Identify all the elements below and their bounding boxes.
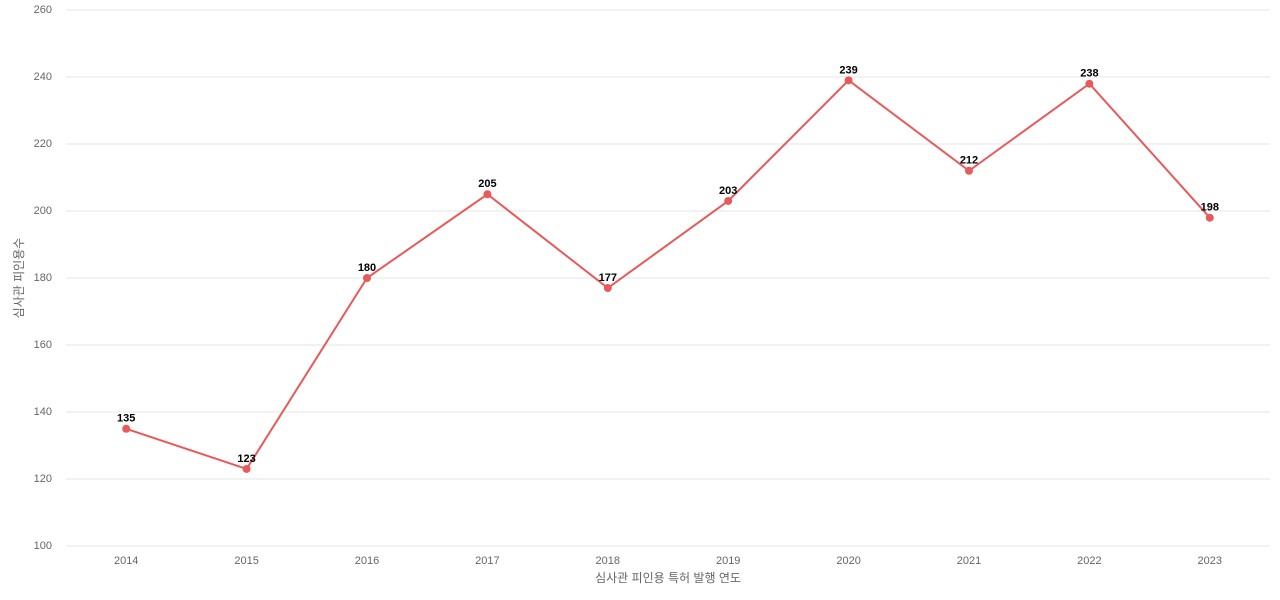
value-label: 135	[117, 413, 135, 425]
x-tick-label: 2017	[475, 555, 499, 567]
point	[603, 284, 612, 293]
line	[125, 79, 1211, 471]
x-tick-label: 2023	[1198, 555, 1222, 567]
point	[724, 196, 733, 205]
y-tick-label: 100	[34, 540, 52, 552]
point	[242, 464, 251, 473]
x-tick-label: 2016	[355, 555, 379, 567]
y-tick-label: 220	[34, 138, 52, 150]
value-label: 180	[358, 262, 376, 274]
value-label: 238	[1080, 68, 1098, 80]
x-axis-title: 심사관 피인용 특허 발행 연도	[595, 570, 741, 585]
y-tick-label: 160	[34, 339, 52, 351]
y-tick-label: 200	[34, 205, 52, 217]
point	[122, 424, 131, 433]
x-tick-label: 2019	[716, 555, 740, 567]
x-tick-label: 2021	[957, 555, 981, 567]
y-tick-label: 180	[34, 272, 52, 284]
value-label: 177	[599, 272, 617, 284]
value-label: 203	[719, 185, 737, 197]
y-tick-label: 120	[34, 473, 52, 485]
y-axis-title: 심사관 피인용수	[12, 238, 26, 319]
point	[965, 166, 973, 175]
point	[1205, 213, 1214, 222]
y-tick-label: 260	[34, 4, 52, 16]
x-tick-label: 2014	[114, 555, 138, 567]
point	[483, 190, 492, 199]
y-tick-label: 240	[34, 71, 52, 83]
x-tick-label: 2022	[1077, 555, 1101, 567]
value-label: 198	[1201, 202, 1219, 214]
value-label: 205	[478, 178, 496, 190]
x-tick-label: 2015	[234, 555, 258, 567]
point	[363, 274, 371, 282]
x-tick-label: 2020	[836, 555, 860, 567]
value-label: 239	[839, 64, 857, 76]
point	[1085, 79, 1094, 88]
y-tick-label: 140	[34, 406, 52, 418]
value-label: 123	[237, 453, 255, 465]
point	[844, 76, 853, 85]
x-tick-label: 2018	[596, 555, 620, 567]
value-label: 212	[960, 155, 978, 167]
